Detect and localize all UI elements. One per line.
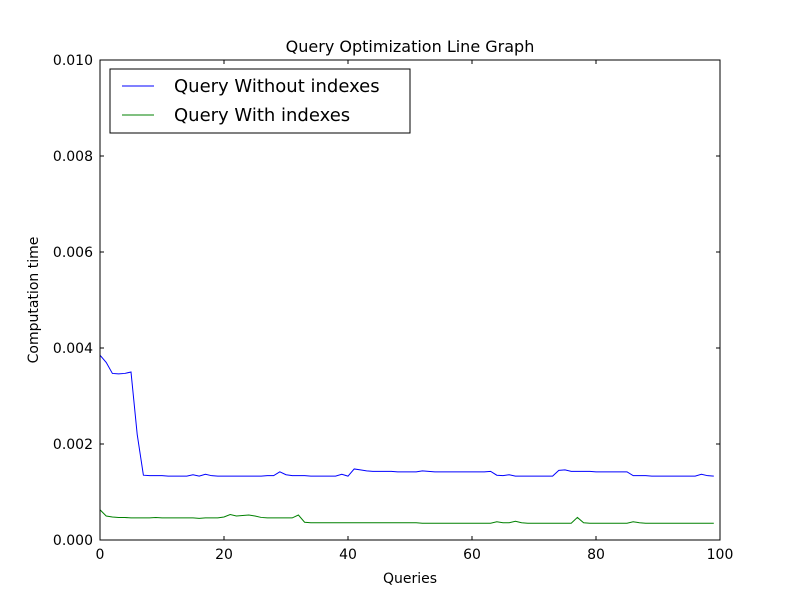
x-tick-label: 80 [587, 547, 605, 563]
legend-label-2: Query With indexes [174, 105, 350, 126]
y-axis-label: Computation time [26, 237, 42, 364]
series-line-1 [99, 354, 714, 477]
x-tick-label: 20 [215, 547, 233, 563]
x-tick-label: 40 [339, 547, 357, 563]
legend-label-1: Query Without indexes [174, 76, 380, 97]
y-tick-label: 0.002 [53, 437, 93, 453]
legend-box [109, 68, 411, 134]
x-tick-label: 100 [707, 547, 734, 563]
y-tick-label: 0.004 [53, 341, 93, 357]
chart-title: Query Optimization Line Graph [286, 37, 535, 56]
x-axis-label: Queries [383, 571, 437, 587]
y-tick-label: 0.006 [53, 245, 93, 261]
plot-frame [99, 59, 721, 541]
x-tick-label: 60 [463, 547, 481, 563]
series-layer [99, 354, 714, 524]
y-tick-label: 0.000 [53, 533, 93, 549]
tick-layer: 0 20 40 60 80 100 0.000 0.002 0.004 0.006 0.008 0.0… [53, 53, 733, 563]
y-tick-label: 0.010 [53, 53, 93, 69]
x-tick-label: 0 [96, 547, 105, 563]
y-tick-label: 0.008 [53, 149, 93, 165]
legend: Query Without indexes Query With indexes [109, 68, 411, 134]
series-line-2 [99, 509, 714, 524]
